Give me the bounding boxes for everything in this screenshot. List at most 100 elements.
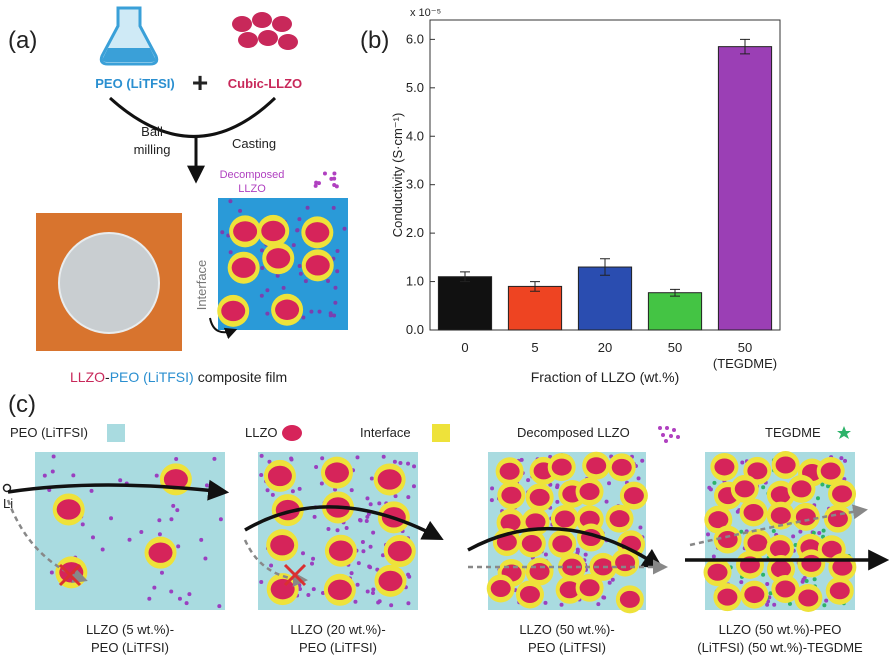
- legend-swatch: [837, 426, 851, 439]
- small-dot: [51, 469, 55, 473]
- small-dot: [333, 286, 337, 290]
- llzo-particle: [491, 580, 511, 597]
- small-dot: [637, 476, 641, 480]
- decomposed-label: Decomposed: [220, 169, 285, 181]
- small-dot: [343, 227, 347, 231]
- llzo-label: Cubic-LLZO: [228, 76, 302, 91]
- llzo-particle: [232, 258, 256, 278]
- small-dot: [369, 502, 373, 506]
- small-dot: [365, 519, 369, 523]
- small-dot: [336, 249, 340, 253]
- small-dot: [350, 488, 354, 492]
- small-dot: [306, 206, 310, 210]
- llzo-particle: [530, 563, 550, 580]
- small-dot: [271, 493, 275, 497]
- small-dot: [323, 171, 327, 175]
- llzo-particle: [714, 458, 734, 475]
- schematic-caption: LLZO (50 wt.%)-: [519, 622, 614, 637]
- small-dot: [260, 454, 264, 458]
- y-tick-label: 6.0: [406, 31, 424, 46]
- small-dot: [712, 555, 716, 559]
- llzo-particle: [801, 555, 821, 572]
- schematic-caption: LLZO (50 wt.%)-PEO: [719, 622, 842, 637]
- small-dot: [320, 456, 324, 460]
- llzo-particle: [610, 510, 630, 527]
- llzo-particle: [798, 589, 818, 606]
- small-dot: [185, 601, 189, 605]
- figure: (a) PEO (LiTFSI) + Cubic-LLZO Ball milli…: [0, 0, 891, 664]
- schematic-caption: PEO (LiTFSI): [299, 640, 377, 655]
- small-dot: [706, 532, 710, 536]
- llzo-particle: [580, 483, 600, 500]
- small-dot: [607, 481, 611, 485]
- small-dot: [350, 571, 354, 575]
- llzo-particle: [744, 586, 764, 603]
- small-dot: [52, 454, 56, 458]
- small-dot: [361, 540, 365, 544]
- small-dot: [739, 580, 743, 584]
- small-dot: [139, 530, 143, 534]
- llzo-particle: [233, 221, 257, 241]
- small-dot: [377, 501, 381, 505]
- decomposed-label: LLZO: [238, 183, 266, 195]
- llzo-particle: [555, 510, 575, 527]
- small-dot: [81, 522, 85, 526]
- small-dot: [260, 294, 264, 298]
- small-dot: [345, 526, 349, 530]
- film-disc: [59, 233, 159, 333]
- small-dot: [147, 597, 151, 601]
- caption-part: PEO (LiTFSI): [110, 369, 194, 385]
- caption-part: LLZO: [70, 369, 105, 385]
- x-axis-title: Fraction of LLZO (wt.%): [531, 369, 680, 385]
- llzo-particle: [270, 535, 294, 555]
- small-dot: [219, 517, 223, 521]
- small-dot: [304, 279, 308, 283]
- small-dot: [220, 230, 224, 234]
- small-dot: [356, 583, 360, 587]
- small-dot: [824, 599, 828, 603]
- small-dot: [490, 486, 494, 490]
- small-dot: [205, 483, 209, 487]
- small-dot: [772, 603, 776, 607]
- small-dot: [50, 570, 54, 574]
- llzo-particle: [828, 510, 848, 527]
- small-dot: [817, 531, 821, 535]
- plus-sign: +: [192, 67, 208, 98]
- llzo-particle: [306, 255, 330, 275]
- bar: [578, 267, 631, 330]
- panel-b: (b) x 10⁻⁵ Conductivity (S·cm⁻¹) Fractio…: [360, 7, 780, 385]
- small-dot: [555, 485, 559, 489]
- small-dot: [326, 279, 330, 283]
- axis-multiplier: x 10⁻⁵: [410, 7, 441, 19]
- small-dot: [332, 206, 336, 210]
- llzo-particle: [268, 466, 292, 486]
- small-dot: [389, 603, 393, 607]
- small-dot: [318, 310, 322, 314]
- small-dot: [289, 457, 293, 461]
- llzo-particle: [522, 535, 542, 552]
- small-dot: [371, 591, 375, 595]
- small-dot: [269, 563, 273, 567]
- small-dot: [791, 534, 795, 538]
- small-dot: [371, 531, 375, 535]
- small-dot: [611, 578, 615, 582]
- small-dot: [320, 482, 324, 486]
- small-dot: [406, 462, 410, 466]
- x-tick-label: 50: [738, 340, 752, 355]
- small-dot: [393, 460, 397, 464]
- small-dot: [298, 264, 302, 268]
- llzo-particle: [500, 463, 520, 480]
- legend-swatch: [107, 424, 125, 442]
- small-dot: [839, 456, 843, 460]
- legend-label: PEO (LiTFSI): [10, 425, 88, 440]
- y-tick-label: 3.0: [406, 177, 424, 192]
- small-dot: [376, 600, 380, 604]
- llzo-particle: [771, 560, 791, 577]
- small-dot: [822, 529, 826, 533]
- llzo-particle: [520, 586, 540, 603]
- small-dot: [555, 500, 559, 504]
- llzo-particle: [501, 487, 521, 504]
- small-dot: [406, 573, 410, 577]
- llzo-particle: [624, 487, 644, 504]
- panel-label: (c): [8, 391, 36, 418]
